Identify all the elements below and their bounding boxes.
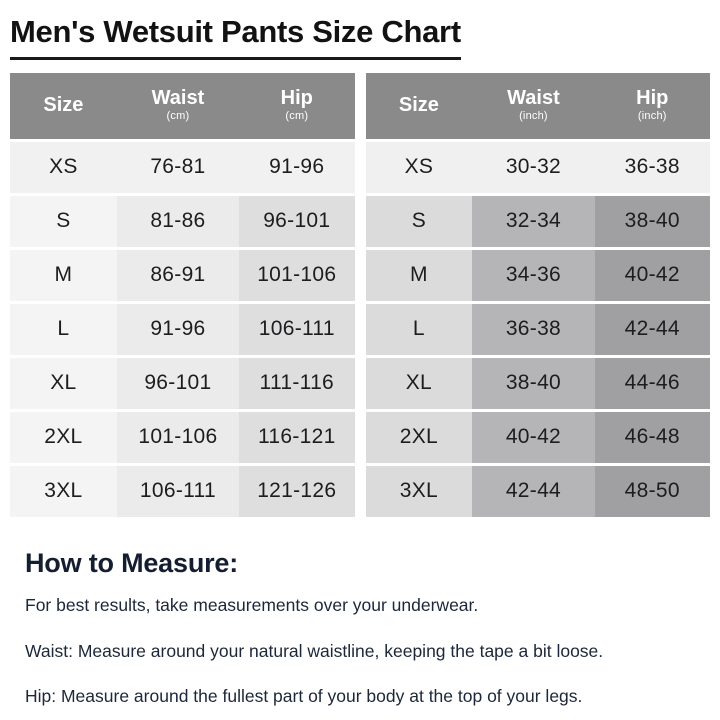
cell-waist: 42-44 xyxy=(472,465,595,517)
cell-hip: 44-46 xyxy=(594,357,710,409)
how-to-measure-heading: How to Measure: xyxy=(25,547,239,578)
header-size-label: Size xyxy=(398,94,439,117)
cell-waist: 101-106 xyxy=(116,411,240,463)
table-header-row: Size Waist (cm) Hip (cm) xyxy=(10,72,355,139)
tables-container: Size Waist (cm) Hip (cm) XS 76-81 91-96 S … xyxy=(10,70,710,520)
cell-waist: 106-111 xyxy=(116,465,240,517)
table-row: 2XL 101-106 116-121 xyxy=(10,411,355,463)
cell-hip: 48-50 xyxy=(594,465,710,517)
header-hip-label: Hip xyxy=(280,87,313,110)
header-hip-unit: (inch) xyxy=(637,110,667,123)
cell-hip: 40-42 xyxy=(594,249,710,301)
cell-hip: 111-116 xyxy=(239,357,355,409)
page-title: Men's Wetsuit Pants Size Chart xyxy=(10,14,461,60)
size-table-cm: Size Waist (cm) Hip (cm) XS 76-81 91-96 S … xyxy=(10,70,355,520)
cell-size: XL xyxy=(10,357,117,409)
cell-hip: 116-121 xyxy=(239,411,355,463)
table-row: XL 96-101 111-116 xyxy=(10,357,355,409)
cell-hip: 106-111 xyxy=(239,303,355,355)
how-to-measure-section: How to Measure: For best results, take m… xyxy=(25,548,700,709)
header-waist-unit: (inch) xyxy=(519,110,548,123)
header-hip: Hip (cm) xyxy=(239,72,355,139)
cell-waist: 40-42 xyxy=(472,411,595,463)
table-row: S 32-34 38-40 xyxy=(365,195,710,247)
table-row: L 36-38 42-44 xyxy=(365,303,710,355)
measure-tip-waist: Waist: Measure around your natural waist… xyxy=(25,640,604,661)
header-waist-label: Waist xyxy=(151,87,205,110)
cell-hip: 121-126 xyxy=(239,465,355,517)
header-waist: Waist (inch) xyxy=(472,72,595,139)
cell-hip: 36-38 xyxy=(594,141,710,193)
cell-waist: 76-81 xyxy=(116,141,240,193)
cell-waist: 91-96 xyxy=(116,303,240,355)
cell-size: 2XL xyxy=(365,411,473,463)
cell-hip: 42-44 xyxy=(594,303,710,355)
header-hip: Hip (inch) xyxy=(594,72,710,139)
cell-hip: 38-40 xyxy=(594,195,710,247)
cell-size: S xyxy=(365,195,473,247)
table-row: XL 38-40 44-46 xyxy=(365,357,710,409)
header-waist-unit: (cm) xyxy=(166,110,190,123)
header-size: Size xyxy=(10,72,117,139)
header-waist: Waist (cm) xyxy=(116,72,240,139)
size-table-inch: Size Waist (inch) Hip (inch) XS 30-32 36-3… xyxy=(365,70,710,520)
header-waist-label: Waist xyxy=(507,87,560,110)
cell-waist: 86-91 xyxy=(116,249,240,301)
cell-hip: 46-48 xyxy=(594,411,710,463)
cell-size: 3XL xyxy=(10,465,117,517)
cell-size: S xyxy=(10,195,117,247)
header-hip-label: Hip xyxy=(636,87,669,110)
measure-tip-hip: Hip: Measure around the fullest part of … xyxy=(25,686,583,707)
table-row: L 91-96 106-111 xyxy=(10,303,355,355)
cell-waist: 32-34 xyxy=(472,195,595,247)
title-section: Men's Wetsuit Pants Size Chart xyxy=(0,0,720,60)
cell-waist: 96-101 xyxy=(116,357,240,409)
cell-size: M xyxy=(365,249,473,301)
cell-hip: 96-101 xyxy=(239,195,355,247)
cell-size: XS xyxy=(10,141,117,193)
header-hip-unit: (cm) xyxy=(285,110,309,123)
cell-size: 2XL xyxy=(10,411,117,463)
table-header-row: Size Waist (inch) Hip (inch) xyxy=(365,72,710,139)
cell-waist: 30-32 xyxy=(472,141,595,193)
table-row: S 81-86 96-101 xyxy=(10,195,355,247)
header-size: Size xyxy=(365,72,473,139)
cell-size: 3XL xyxy=(365,465,473,517)
cell-waist: 36-38 xyxy=(472,303,595,355)
table-row: M 34-36 40-42 xyxy=(365,249,710,301)
cell-size: XS xyxy=(365,141,473,193)
table-row: 3XL 42-44 48-50 xyxy=(365,465,710,517)
table-row: 2XL 40-42 46-48 xyxy=(365,411,710,463)
cell-hip: 101-106 xyxy=(239,249,355,301)
table-row: M 86-91 101-106 xyxy=(10,249,355,301)
header-size-label: Size xyxy=(43,94,84,117)
cell-waist: 34-36 xyxy=(472,249,595,301)
table-row: XS 76-81 91-96 xyxy=(10,141,355,193)
cell-hip: 91-96 xyxy=(239,141,355,193)
table-row: XS 30-32 36-38 xyxy=(365,141,710,193)
cell-size: XL xyxy=(365,357,473,409)
table-row: 3XL 106-111 121-126 xyxy=(10,465,355,517)
cell-size: M xyxy=(10,249,117,301)
cell-waist: 38-40 xyxy=(472,357,595,409)
cell-waist: 81-86 xyxy=(116,195,240,247)
cell-size: L xyxy=(365,303,473,355)
cell-size: L xyxy=(10,303,117,355)
measure-tip-general: For best results, take measurements over… xyxy=(25,594,479,615)
